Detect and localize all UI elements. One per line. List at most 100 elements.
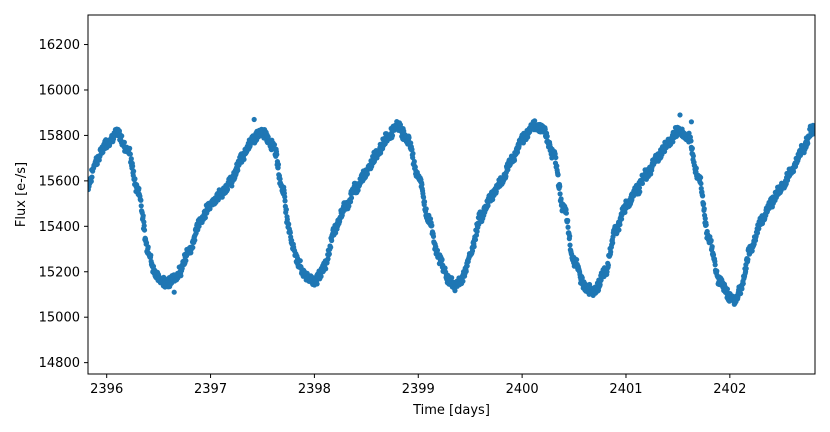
data-point <box>94 161 100 167</box>
data-point <box>196 223 202 229</box>
data-point <box>740 281 746 287</box>
data-point <box>235 167 241 173</box>
data-point <box>430 233 437 240</box>
data-point <box>412 164 418 170</box>
data-point <box>698 180 704 187</box>
data-point <box>143 240 150 246</box>
x-tick-label: 2397 <box>194 382 227 397</box>
data-point <box>463 268 469 274</box>
data-point <box>449 275 455 281</box>
x-tick-label: 2398 <box>298 382 331 397</box>
data-point <box>420 194 427 201</box>
data-point <box>329 237 335 244</box>
data-point <box>714 268 720 274</box>
data-point <box>145 244 151 250</box>
data-point <box>749 248 755 254</box>
data-point <box>442 265 448 271</box>
data-point <box>282 198 288 204</box>
data-point <box>148 252 154 258</box>
data-point <box>224 186 231 193</box>
data-point <box>364 171 370 177</box>
data-point <box>555 172 561 178</box>
data-point <box>700 201 707 207</box>
data-point <box>275 161 282 168</box>
data-point <box>460 278 466 284</box>
data-point <box>490 196 496 203</box>
data-point <box>190 244 196 251</box>
data-point <box>434 247 441 253</box>
data-point <box>347 199 354 205</box>
data-point <box>328 244 334 250</box>
y-tick-label: 15200 <box>39 265 80 280</box>
data-point <box>554 163 560 169</box>
data-point <box>192 237 198 243</box>
data-point <box>141 219 147 225</box>
y-tick-label: 15600 <box>39 174 80 189</box>
data-point <box>421 199 428 205</box>
data-point <box>703 222 709 228</box>
y-tick-label: 16200 <box>39 38 80 53</box>
y-axis-label: Flux [e-/s] <box>14 162 29 227</box>
data-point <box>565 217 571 224</box>
data-point <box>429 222 435 229</box>
data-point <box>271 142 278 148</box>
data-point <box>558 196 564 202</box>
data-point <box>411 158 417 165</box>
data-point <box>427 216 434 222</box>
data-point <box>557 191 563 197</box>
data-point <box>297 258 303 264</box>
data-point <box>712 262 718 268</box>
data-point <box>410 154 416 161</box>
data-point <box>617 221 623 228</box>
data-point <box>636 185 643 191</box>
data-point <box>138 203 144 209</box>
data-point <box>141 227 148 233</box>
data-point <box>699 193 706 199</box>
data-point <box>532 118 538 124</box>
plot-frame <box>87 14 816 375</box>
data-point <box>274 151 280 158</box>
data-point <box>708 237 714 244</box>
data-point <box>119 133 125 139</box>
data-point <box>597 282 603 288</box>
data-point <box>709 244 715 250</box>
data-point <box>202 215 208 221</box>
data-point <box>323 266 329 272</box>
data-point <box>419 181 425 188</box>
data-point <box>138 197 144 203</box>
data-point <box>128 156 134 162</box>
data-point <box>314 281 320 287</box>
data-point <box>89 174 95 180</box>
outlier-point <box>251 116 257 123</box>
data-point <box>567 233 573 239</box>
data-point <box>745 256 751 263</box>
data-point <box>608 249 614 255</box>
x-axis-ticks: 2396 2397 2398 2399 2400 2401 2402 <box>90 374 746 397</box>
data-point <box>131 168 137 174</box>
data-point <box>127 145 133 151</box>
data-point <box>318 273 324 279</box>
data-point <box>406 135 412 141</box>
data-point <box>610 234 616 240</box>
data-point <box>553 154 559 161</box>
data-point <box>325 256 331 262</box>
data-point <box>639 180 646 187</box>
data-point <box>229 183 235 189</box>
data-point <box>140 213 146 219</box>
data-point <box>282 194 288 200</box>
data-point <box>698 174 704 181</box>
data-point <box>690 153 696 159</box>
data-point <box>805 140 811 146</box>
data-point <box>756 226 762 232</box>
data-point <box>493 188 499 195</box>
x-tick-label: 2399 <box>402 382 435 397</box>
data-point <box>141 223 147 229</box>
y-tick-label: 15000 <box>39 311 80 326</box>
data-point <box>701 206 707 212</box>
data-point <box>557 183 563 189</box>
data-point <box>471 244 477 250</box>
data-point <box>616 227 622 233</box>
x-tick-label: 2401 <box>609 382 642 397</box>
